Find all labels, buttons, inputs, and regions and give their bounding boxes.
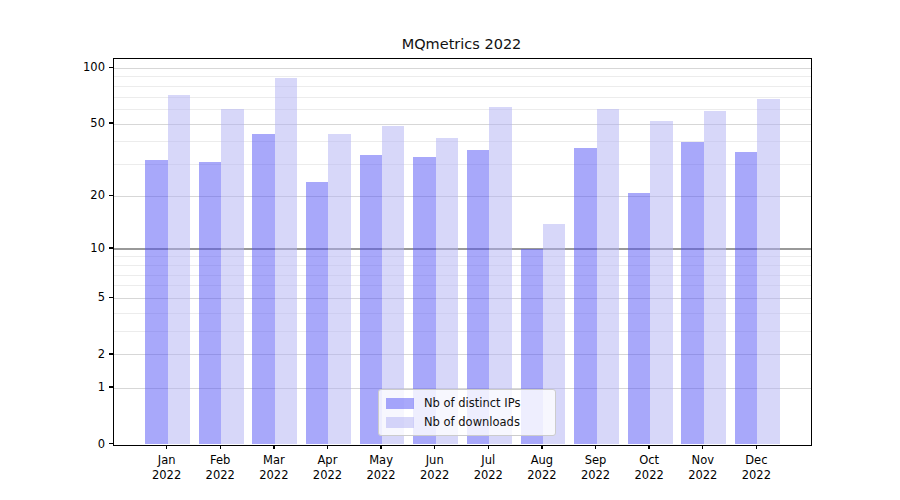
- bar-distinct-ips-jan: [145, 160, 167, 445]
- figure: MQmetrics 2022 0 1 2 5 10 20 50 100 Jan 2022Feb …: [0, 0, 900, 500]
- x-tick-label: Mar 2022: [244, 453, 304, 484]
- y-tick-mark: [109, 122, 113, 123]
- x-tick-label: Feb 2022: [190, 453, 250, 484]
- bar-distinct-ips-mar: [252, 134, 274, 444]
- gridline-minor: [114, 76, 811, 77]
- bar-distinct-ips-sep: [574, 148, 596, 444]
- y-tick-label: 2: [65, 348, 105, 360]
- y-tick-label: 1: [65, 381, 105, 393]
- bar-downloads-nov: [704, 111, 726, 445]
- legend: Nb of distinct IPs Nb of downloads: [378, 389, 556, 436]
- bar-downloads-jan: [168, 95, 190, 445]
- x-tick-mark: [327, 445, 328, 449]
- legend-row-distinct-ips: Nb of distinct IPs: [386, 397, 545, 410]
- x-tick-mark: [595, 445, 596, 449]
- bar-downloads-oct: [650, 121, 672, 445]
- x-tick-label: Sep 2022: [566, 453, 626, 484]
- x-tick-label: Oct 2022: [619, 453, 679, 484]
- bar-downloads-dec: [757, 99, 779, 444]
- y-tick-label: 0: [65, 438, 105, 450]
- bar-downloads-sep: [597, 109, 619, 444]
- y-tick-mark: [109, 247, 113, 248]
- y-tick-label: 20: [65, 189, 105, 201]
- x-tick-label: Jul 2022: [458, 453, 518, 484]
- legend-swatch-downloads: [386, 417, 414, 428]
- legend-swatch-distinct-ips: [386, 398, 414, 409]
- x-tick-mark: [648, 445, 649, 449]
- chart-title: MQmetrics 2022: [113, 36, 810, 52]
- y-tick-label: 10: [65, 242, 105, 254]
- bar-downloads-apr: [328, 134, 350, 444]
- y-tick-mark: [109, 443, 113, 444]
- x-tick-mark: [273, 445, 274, 449]
- y-tick-mark: [109, 67, 113, 68]
- legend-label-downloads: Nb of downloads: [424, 416, 520, 429]
- y-tick-mark: [109, 297, 113, 298]
- x-tick-mark: [541, 445, 542, 449]
- x-tick-mark: [380, 445, 381, 449]
- legend-label-distinct-ips: Nb of distinct IPs: [424, 397, 520, 410]
- bar-distinct-ips-oct: [628, 193, 650, 445]
- bar-distinct-ips-apr: [306, 182, 328, 444]
- bar-distinct-ips-nov: [681, 142, 703, 445]
- y-tick-label: 50: [65, 117, 105, 129]
- x-tick-mark: [756, 445, 757, 449]
- x-tick-label: May 2022: [351, 453, 411, 484]
- bar-downloads-feb: [221, 109, 243, 444]
- x-tick-label: Aug 2022: [512, 453, 572, 484]
- bar-downloads-mar: [275, 78, 297, 445]
- x-tick-mark: [488, 445, 489, 449]
- x-tick-mark: [220, 445, 221, 449]
- y-tick-label: 100: [65, 61, 105, 73]
- gridline-minor: [114, 97, 811, 98]
- x-tick-mark: [702, 445, 703, 449]
- plot-area: [113, 58, 812, 446]
- x-tick-mark: [434, 445, 435, 449]
- gridline-major: [114, 68, 811, 69]
- y-tick-label: 5: [65, 291, 105, 303]
- y-tick-mark: [109, 386, 113, 387]
- x-tick-label: Dec 2022: [726, 453, 786, 484]
- x-tick-mark: [166, 445, 167, 449]
- gridline-minor: [114, 86, 811, 87]
- bar-distinct-ips-feb: [199, 162, 221, 444]
- gridline-minor: [114, 109, 811, 110]
- x-tick-label: Apr 2022: [297, 453, 357, 484]
- y-tick-mark: [109, 353, 113, 354]
- x-tick-label: Nov 2022: [673, 453, 733, 484]
- bar-distinct-ips-dec: [735, 152, 757, 444]
- x-tick-label: Jun 2022: [405, 453, 465, 484]
- legend-row-downloads: Nb of downloads: [386, 416, 545, 429]
- x-tick-label: Jan 2022: [137, 453, 197, 484]
- y-tick-mark: [109, 195, 113, 196]
